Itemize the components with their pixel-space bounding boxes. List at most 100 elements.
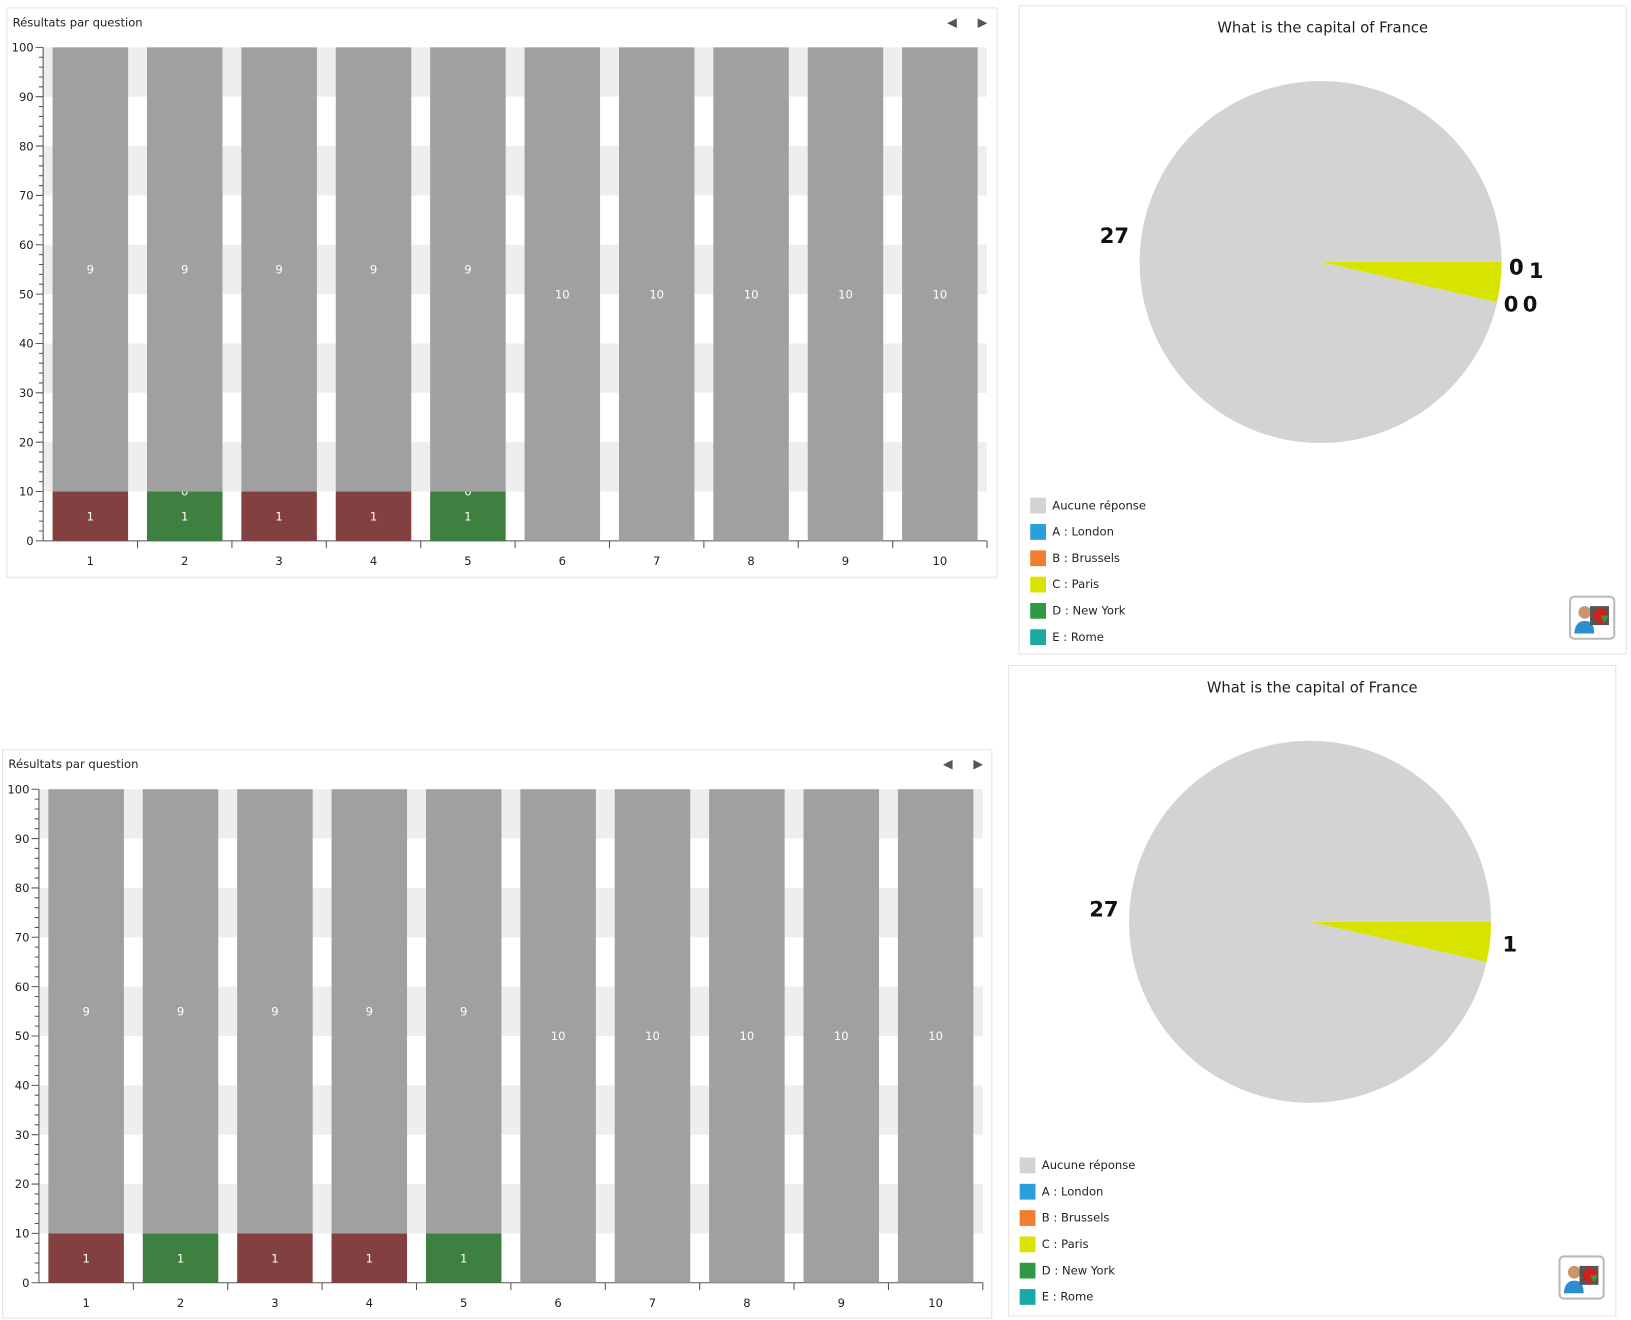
bar-none xyxy=(807,47,884,541)
bar-label: 10 xyxy=(834,1029,849,1043)
x-tick-label: 6 xyxy=(559,554,566,568)
prev-arrow-icon[interactable]: ◀ xyxy=(942,756,953,772)
x-tick-label: 3 xyxy=(275,554,282,568)
legend-swatch xyxy=(1030,524,1046,540)
next-arrow-icon[interactable]: ▶ xyxy=(977,14,988,30)
legend-label: D : New York xyxy=(1041,1263,1115,1278)
legend-item: C : Paris xyxy=(1019,1231,1136,1257)
bar-label: 9 xyxy=(370,263,377,277)
legend-label: E : Rome xyxy=(1052,630,1104,645)
legend-item: E : Rome xyxy=(1019,1284,1136,1310)
x-tick-label: 5 xyxy=(464,554,471,568)
bar-label: 1 xyxy=(275,509,282,523)
bar-chart-bottom: 0 10 20 30 40 50 60 70 80 90 100 1 1 9 2 1 9 3 1 9 4 1 9 5 1 9 6 10… xyxy=(7,782,984,1310)
prev-arrow-icon[interactable]: ◀ xyxy=(947,14,957,30)
next-arrow-icon[interactable]: ▶ xyxy=(973,756,984,772)
legend-label: A : London xyxy=(1052,525,1114,539)
pie-slice xyxy=(1139,81,1502,444)
bar-label: 9 xyxy=(460,1005,467,1019)
y-tick-label: 50 xyxy=(19,287,34,301)
bar-none xyxy=(237,789,313,1234)
bar-none xyxy=(524,47,601,541)
legend-item: Aucune réponse xyxy=(1019,1152,1136,1178)
x-tick-label: 10 xyxy=(933,554,948,568)
legend-swatch xyxy=(1019,1289,1036,1305)
bar-incorrect xyxy=(52,491,129,541)
bar-label: 10 xyxy=(744,287,759,301)
bar-none xyxy=(803,789,880,1283)
bar-incorrect xyxy=(237,1233,313,1283)
bar-correct xyxy=(425,1233,502,1283)
y-tick-label: 100 xyxy=(12,41,34,55)
bar-none xyxy=(713,47,789,541)
bar-none xyxy=(331,789,408,1234)
y-tick-label: 0 xyxy=(22,1276,29,1290)
y-tick-label: 40 xyxy=(15,1079,30,1093)
pie-chart-title: What is the capital of France xyxy=(1206,679,1418,697)
pie-panel-top: What is the capital of France 1 0 0 27 0 0 Au… xyxy=(1018,5,1627,655)
presenter-chart-button[interactable] xyxy=(1558,1255,1605,1300)
legend-label: Aucune réponse xyxy=(1041,1158,1136,1173)
pie-legend: Aucune réponse A : London B : Brussels C : … xyxy=(1030,492,1146,650)
legend-item: A : London xyxy=(1019,1179,1136,1205)
legend-label: Aucune réponse xyxy=(1052,498,1146,513)
bar-incorrect xyxy=(331,1233,408,1283)
y-tick-label: 80 xyxy=(19,139,34,153)
bar-none xyxy=(425,789,502,1234)
x-tick-label: 5 xyxy=(460,1296,467,1310)
legend-item: Aucune réponse xyxy=(1030,492,1146,518)
presenter-chart-button[interactable] xyxy=(1568,595,1616,640)
legend-item: C : Paris xyxy=(1030,571,1146,597)
bar-correct xyxy=(142,1233,219,1283)
x-tick-label: 8 xyxy=(743,1296,750,1310)
bar-panel-bottom: Résultats par question ◀ ▶ 0 10 20 30 40 50 60… xyxy=(2,749,993,1319)
legend-item: B : Brussels xyxy=(1030,545,1146,571)
pie-label: 0 xyxy=(1509,255,1524,280)
bar-label: 10 xyxy=(740,1029,755,1043)
legend-swatch xyxy=(1030,497,1046,514)
bar-label: 1 xyxy=(177,1251,184,1265)
legend-item: B : Brussels xyxy=(1019,1205,1136,1231)
bar-label: 10 xyxy=(551,1029,566,1043)
bar-none xyxy=(614,789,691,1283)
bar-chart-title: Résultats par question xyxy=(12,15,143,30)
legend-swatch xyxy=(1019,1210,1036,1226)
bar-none xyxy=(241,47,317,492)
bar-label: 9 xyxy=(271,1005,278,1019)
bar-incorrect xyxy=(335,491,412,541)
legend-label: A : London xyxy=(1041,1184,1104,1199)
legend-swatch xyxy=(1019,1183,1036,1200)
bar-label: 1 xyxy=(464,509,471,523)
y-tick-label: 90 xyxy=(15,832,30,846)
bar-label: 1 xyxy=(460,1251,467,1265)
y-tick-label: 100 xyxy=(7,782,29,796)
y-tick-label: 40 xyxy=(19,337,34,351)
y-tick-label: 70 xyxy=(19,189,34,203)
bar-label: 10 xyxy=(928,1029,943,1043)
legend-swatch xyxy=(1030,550,1046,567)
x-tick-label: 2 xyxy=(177,1296,184,1310)
y-tick-label: 0 xyxy=(26,534,33,548)
pie-slice xyxy=(1310,921,1492,963)
bar-incorrect xyxy=(48,1233,124,1283)
bar-chart-title: Résultats par question xyxy=(8,757,139,772)
legend-label: B : Brussels xyxy=(1041,1211,1110,1225)
bar-correct xyxy=(430,491,506,541)
bar-label: 9 xyxy=(275,263,282,277)
bar-label: 0 xyxy=(181,485,188,499)
bar-label: 10 xyxy=(933,287,948,301)
x-tick-label: 4 xyxy=(370,554,377,568)
bar-correct xyxy=(146,491,223,541)
bar-label: 1 xyxy=(271,1251,278,1265)
legend-swatch xyxy=(1030,629,1046,646)
y-tick-label: 80 xyxy=(15,881,30,895)
bar-none xyxy=(709,789,785,1283)
bar-label: 1 xyxy=(87,509,94,523)
bar-label: 10 xyxy=(649,287,664,301)
legend-label: B : Brussels xyxy=(1052,551,1120,566)
legend-item: D : New York xyxy=(1030,598,1146,624)
legend-swatch xyxy=(1019,1262,1036,1279)
bar-label: 1 xyxy=(82,1251,89,1265)
y-tick-label: 30 xyxy=(19,386,34,400)
pie-legend: Aucune réponse A : London B : Brussels C : … xyxy=(1019,1152,1136,1310)
